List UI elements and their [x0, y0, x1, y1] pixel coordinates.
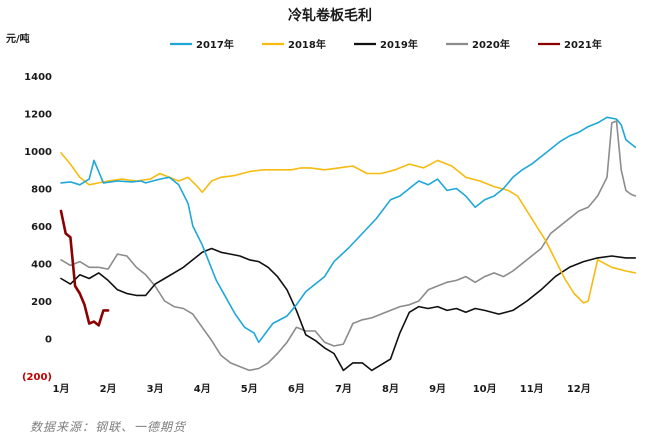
- x-axis-ticks: 1月 2月 3月 4月 5月 6月 7月 8月 9月 10月 11月 12月: [53, 383, 591, 395]
- series-line-2018年: [60, 152, 637, 304]
- y-tick-label: 400: [31, 260, 52, 271]
- y-tick-label: 800: [31, 185, 52, 196]
- y-tick-label: 200: [31, 297, 52, 308]
- chart-title: 冷轧卷板毛利: [288, 7, 372, 24]
- x-tick-label: 8月: [382, 383, 399, 395]
- y-tick-label: 0: [45, 335, 52, 346]
- series-line-2017年: [60, 116, 637, 344]
- x-tick-label: 9月: [429, 383, 446, 395]
- y-tick-label: 600: [31, 222, 52, 233]
- series-line-2021年: [59, 209, 110, 327]
- y-tick-label: 1400: [24, 72, 52, 83]
- y-tick-label: 1000: [24, 147, 52, 158]
- x-tick-label: 2月: [100, 383, 117, 395]
- x-tick-label: 6月: [288, 383, 305, 395]
- legend-label: 2020年: [472, 38, 510, 51]
- x-tick-label: 3月: [147, 383, 164, 395]
- x-tick-label: 10月: [473, 383, 497, 395]
- legend-label: 2017年: [196, 38, 234, 51]
- series-line-2019年: [60, 247, 637, 372]
- x-tick-label: 5月: [241, 383, 258, 395]
- x-tick-label: 12月: [567, 383, 591, 395]
- y-tick-label: 1200: [24, 110, 52, 121]
- x-tick-label: 4月: [194, 383, 211, 395]
- series-line-2020年: [60, 120, 637, 372]
- x-tick-label: 7月: [335, 383, 352, 395]
- y-tick-label: (200): [22, 372, 52, 383]
- data-source-note: 数据来源：钢联、一德期货: [30, 420, 187, 434]
- legend-label: 2019年: [380, 38, 418, 51]
- chart-series: [59, 116, 637, 372]
- legend-label: 2018年: [288, 38, 326, 51]
- y-axis-unit-label: 元/吨: [6, 32, 30, 45]
- y-axis-ticks: 1400 1200 1000 800 600 400 200 0 (200): [22, 72, 52, 383]
- legend-label: 2021年: [564, 38, 602, 51]
- x-tick-label: 1月: [53, 383, 70, 395]
- x-tick-label: 11月: [520, 383, 544, 395]
- chart-legend: 2017年 2018年 2019年 2020年 2021年: [170, 38, 602, 51]
